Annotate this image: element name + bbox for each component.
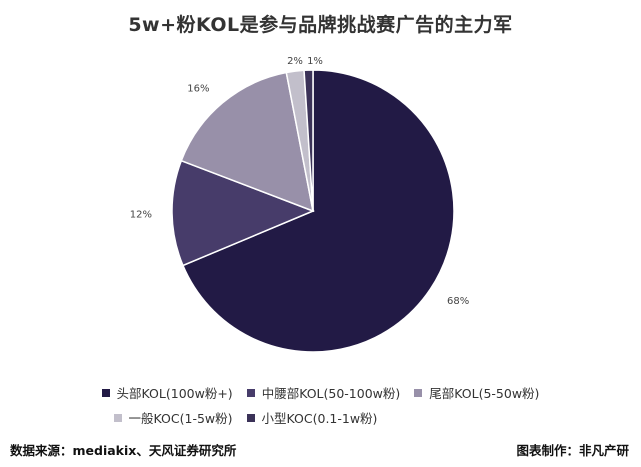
data-label: 1%	[307, 56, 323, 67]
legend-label: 小型KOC(0.1-1w粉)	[261, 411, 378, 426]
legend: 头部KOL(100w粉+) 中腰部KOL(50-100w粉) 尾部KOL(5-5…	[0, 383, 641, 433]
pie-slice	[171, 159, 316, 267]
legend-item-mid-kol: 中腰部KOL(50-100w粉)	[246, 383, 401, 402]
legend-swatch	[246, 413, 255, 422]
legend-swatch	[414, 388, 423, 397]
legend-item-general-koc: 一般KOC(1-5w粉)	[113, 408, 233, 427]
legend-row-2: 一般KOC(1-5w粉) 小型KOC(0.1-1w粉)	[0, 408, 641, 427]
legend-label: 一般KOC(1-5w粉)	[128, 411, 233, 426]
legend-label: 中腰部KOL(50-100w粉)	[261, 386, 401, 401]
legend-item-tail-kol: 尾部KOL(5-50w粉)	[414, 383, 539, 402]
legend-label: 尾部KOL(5-50w粉)	[429, 386, 540, 401]
chart-title: 5w+粉KOL是参与品牌挑战赛广告的主力军	[128, 14, 513, 36]
legend-item-top-kol: 头部KOL(100w粉+)	[101, 383, 233, 402]
legend-item-small-koc: 小型KOC(0.1-1w粉)	[246, 408, 378, 427]
pie-slice	[181, 69, 455, 353]
data-label: 68%	[447, 296, 469, 307]
data-label: 2%	[287, 56, 303, 67]
source-note: 数据来源：mediakix、天风证券研究所	[10, 443, 237, 458]
data-label: 16%	[187, 84, 209, 95]
legend-swatch	[113, 413, 122, 422]
legend-row-1: 头部KOL(100w粉+) 中腰部KOL(50-100w粉) 尾部KOL(5-5…	[0, 383, 641, 402]
pie-slice	[180, 71, 314, 213]
data-label: 12%	[130, 210, 152, 221]
legend-swatch	[246, 388, 255, 397]
pie-slice	[303, 69, 314, 212]
legend-label: 头部KOL(100w粉+)	[116, 386, 233, 401]
legend-swatch	[101, 388, 110, 397]
credit-note: 图表制作：非凡产研	[516, 443, 629, 458]
pie-chart: 68% 12% 16% 2% 1%	[130, 56, 469, 353]
